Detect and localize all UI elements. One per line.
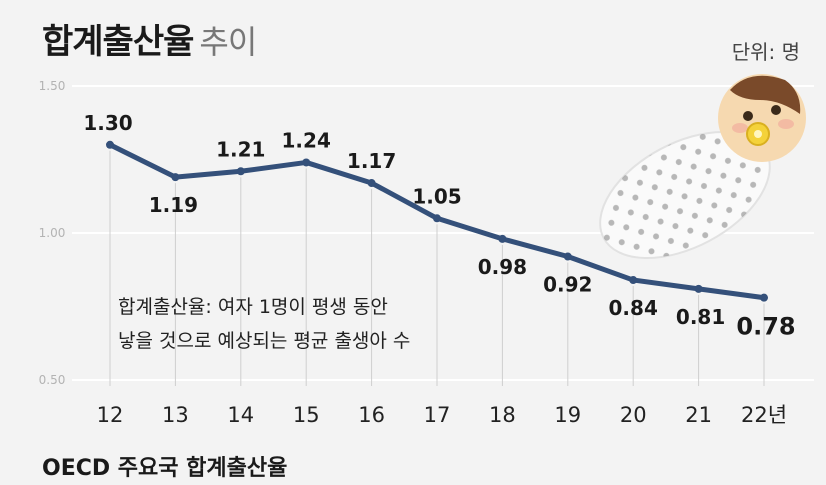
data-label: 1.24 xyxy=(282,128,331,152)
data-label: 0.92 xyxy=(543,273,592,297)
data-point xyxy=(563,252,572,261)
swaddled-baby-illustration xyxy=(599,74,806,260)
y-tick-label: 1.00 xyxy=(39,226,66,240)
data-label: 1.19 xyxy=(149,193,198,217)
data-label: 1.21 xyxy=(216,137,265,161)
data-label: 0.78 xyxy=(736,313,795,341)
data-point xyxy=(171,173,180,182)
x-tick-label: 19 xyxy=(554,403,581,427)
x-tick-label: 21 xyxy=(685,403,712,427)
data-point xyxy=(498,234,507,243)
chart-title: 합계출산율 추이 xyxy=(42,14,257,63)
data-point xyxy=(694,284,703,293)
chart-title-main: 합계출산율 xyxy=(42,22,194,62)
data-point xyxy=(302,158,311,167)
x-tick-label: 14 xyxy=(227,403,254,427)
x-tick-label: 17 xyxy=(424,403,451,427)
x-tick-label: 16 xyxy=(358,403,385,427)
data-point xyxy=(106,140,114,149)
data-point xyxy=(433,214,441,223)
y-tick-label: 0.50 xyxy=(39,373,66,387)
data-label: 0.98 xyxy=(478,255,527,279)
x-tick-label: 18 xyxy=(489,403,516,427)
data-point xyxy=(760,293,768,302)
data-label: 1.05 xyxy=(412,184,461,208)
oecd-section-title: OECD 주요국 합계출산율 xyxy=(42,456,288,481)
data-label: 0.81 xyxy=(676,305,725,329)
y-tick-label: 1.50 xyxy=(39,79,66,93)
data-label: 0.84 xyxy=(609,296,658,320)
unit-label: 단위: 명 xyxy=(731,40,800,64)
data-point xyxy=(367,179,376,188)
data-label: 1.30 xyxy=(83,111,132,135)
definition-note-line1: 합계출산율: 여자 1명이 평생 동안 xyxy=(118,296,388,318)
x-tick-label: 22년 xyxy=(741,403,787,427)
data-point xyxy=(629,276,638,285)
definition-note-line2: 낳을 것으로 예상되는 평균 출생아 수 xyxy=(118,330,411,352)
data-label: 1.17 xyxy=(347,149,396,173)
x-tick-label: 15 xyxy=(293,403,320,427)
x-tick-label: 13 xyxy=(162,403,189,427)
chart-title-sub: 추이 xyxy=(199,23,257,61)
x-tick-label: 12 xyxy=(97,403,124,427)
x-tick-label: 20 xyxy=(620,403,647,427)
data-point xyxy=(236,167,245,176)
definition-note: 합계출산율: 여자 1명이 평생 동안 낳을 것으로 예상되는 평균 출생아 수 xyxy=(118,290,410,358)
